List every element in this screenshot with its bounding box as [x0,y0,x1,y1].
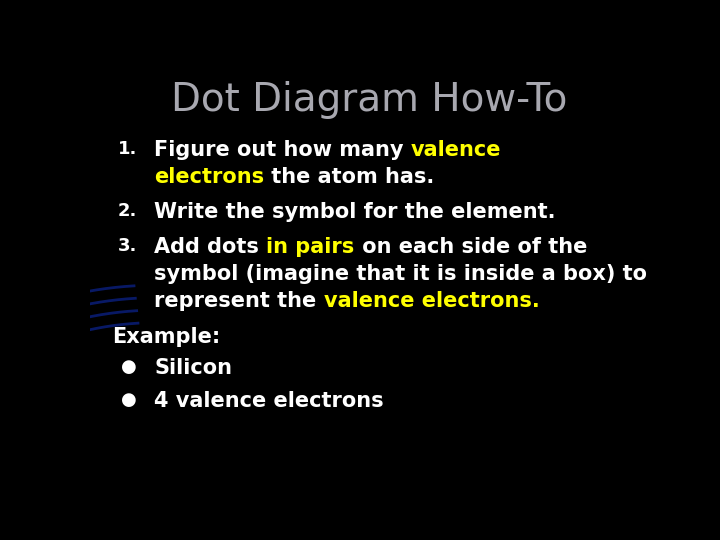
Text: the atom has.: the atom has. [264,167,435,187]
Text: Dot Diagram How-To: Dot Diagram How-To [171,82,567,119]
Text: Add dots: Add dots [154,238,266,258]
Text: 3.: 3. [118,238,138,255]
Text: valence electrons.: valence electrons. [324,292,539,312]
Text: Figure out how many: Figure out how many [154,140,411,160]
Text: represent the: represent the [154,292,324,312]
Text: valence: valence [411,140,501,160]
Text: on each side of the: on each side of the [354,238,587,258]
Text: Write the symbol for the element.: Write the symbol for the element. [154,202,556,222]
Text: symbol (imagine that it is inside a box) to: symbol (imagine that it is inside a box)… [154,265,647,285]
Text: Silicon: Silicon [154,358,232,378]
Text: Example:: Example: [112,327,220,347]
Text: in pairs: in pairs [266,238,354,258]
Text: ●: ● [121,358,137,376]
Text: ●: ● [121,391,137,409]
Text: 2.: 2. [118,202,138,220]
Text: 4 valence electrons: 4 valence electrons [154,391,384,411]
Text: 1.: 1. [118,140,138,158]
Text: electrons: electrons [154,167,264,187]
